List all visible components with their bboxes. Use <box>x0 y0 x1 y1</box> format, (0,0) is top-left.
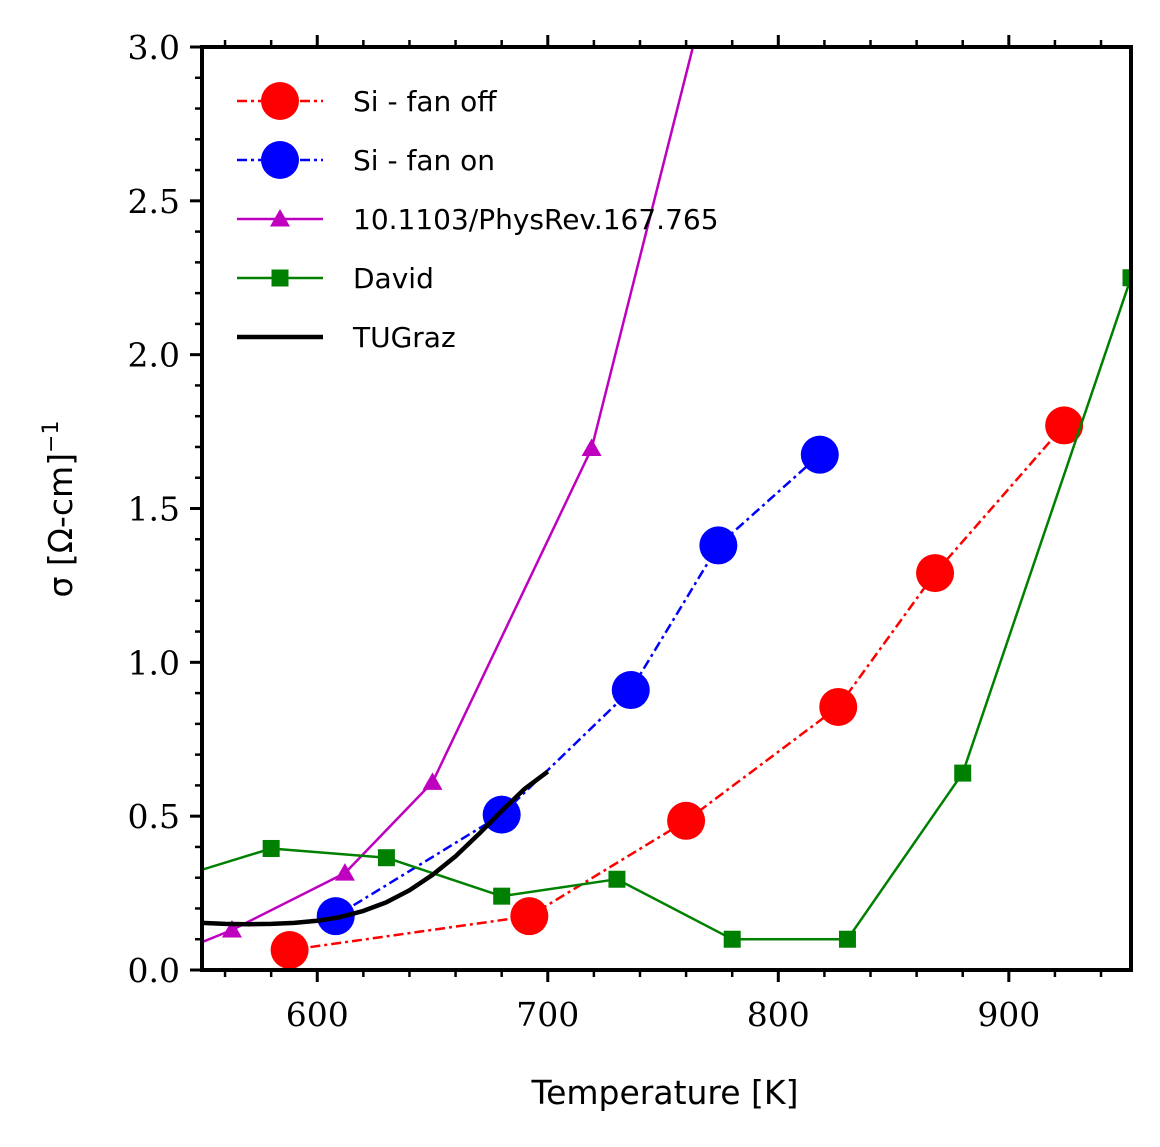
data-point <box>800 435 839 474</box>
series-si-fan-on <box>316 435 839 936</box>
plot-frame <box>200 45 1133 972</box>
series-10-1103-physrev-167-765 <box>202 19 708 944</box>
x-tick-label: 600 <box>286 995 349 1034</box>
data-point <box>723 930 741 948</box>
data-point <box>270 931 309 970</box>
y-tick-label: 0.5 <box>128 797 180 836</box>
legend-entry: Si - fan on <box>237 141 495 179</box>
x-tick-label: 700 <box>516 995 579 1034</box>
x-tick-label: 800 <box>747 995 810 1034</box>
data-point <box>581 438 602 457</box>
y-axis-label-exponent: −1 <box>39 420 64 452</box>
data-point <box>482 795 521 834</box>
series-tugraz <box>202 769 550 927</box>
data-point <box>611 671 650 710</box>
series-line <box>289 424 1066 952</box>
data-point <box>270 209 290 227</box>
data-point <box>261 141 299 179</box>
data-point <box>954 764 972 782</box>
legend-entry: TUGraz <box>237 321 456 354</box>
major-ticks <box>190 35 1011 982</box>
y-tick-label: 3.0 <box>128 28 180 67</box>
y-tick-label: 1.0 <box>128 643 180 682</box>
legend-label: TUGraz <box>352 321 456 354</box>
legend-entry: 10.1103/PhysRev.167.765 <box>237 203 719 236</box>
data-point <box>688 19 708 37</box>
y-tick-label: 2.0 <box>128 336 180 375</box>
data-point <box>916 554 955 593</box>
data-point <box>334 863 355 881</box>
y-tick-label: 0.0 <box>128 951 180 990</box>
y-axis-label-text: σ [Ω-cm] <box>41 453 80 598</box>
legend-label: Si - fan off <box>353 85 497 118</box>
series-line <box>202 47 695 944</box>
data-point <box>608 870 626 888</box>
y-axis-label-group: σ [Ω-cm]−1 <box>39 420 80 597</box>
data-point <box>699 526 738 565</box>
data-point <box>493 887 511 905</box>
minor-ticks <box>195 40 1103 977</box>
legend-label: 10.1103/PhysRev.167.765 <box>353 203 719 236</box>
data-point <box>147 875 164 892</box>
y-axis-label: σ [Ω-cm]−1 <box>39 420 80 597</box>
legend-label: David <box>353 262 434 295</box>
legend-entry: Si - fan off <box>237 82 497 120</box>
tick-labels: 600 700 800 900 0.0 0.5 1.0 1.5 2.0 2.5 3.0 <box>128 28 1041 1034</box>
y-tick-label: 2.5 <box>128 182 180 221</box>
x-axis-label: Temperature [K] <box>531 1073 799 1112</box>
series-layer <box>147 19 1131 970</box>
data-point <box>838 930 856 948</box>
series-line <box>202 277 1131 941</box>
data-point <box>667 801 706 840</box>
data-point <box>1045 406 1084 445</box>
legend: Si - fan off Si - fan on 10.1103/PhysRev.1… <box>237 82 719 354</box>
series-line <box>335 453 821 918</box>
legend-label: Si - fan on <box>353 144 495 177</box>
data-point <box>221 920 242 938</box>
data-point <box>271 269 289 287</box>
data-point <box>262 839 280 857</box>
series-david <box>147 269 1131 948</box>
data-point <box>819 687 858 726</box>
data-point <box>1122 269 1131 287</box>
series-si-fan-off <box>270 406 1084 970</box>
series-line <box>202 769 550 927</box>
legend-entry: David <box>237 262 434 295</box>
data-point <box>422 772 443 790</box>
data-point <box>377 849 395 867</box>
data-point <box>261 82 299 120</box>
y-tick-label: 1.5 <box>128 490 180 529</box>
data-point <box>510 897 549 936</box>
x-tick-label: 900 <box>977 995 1040 1034</box>
